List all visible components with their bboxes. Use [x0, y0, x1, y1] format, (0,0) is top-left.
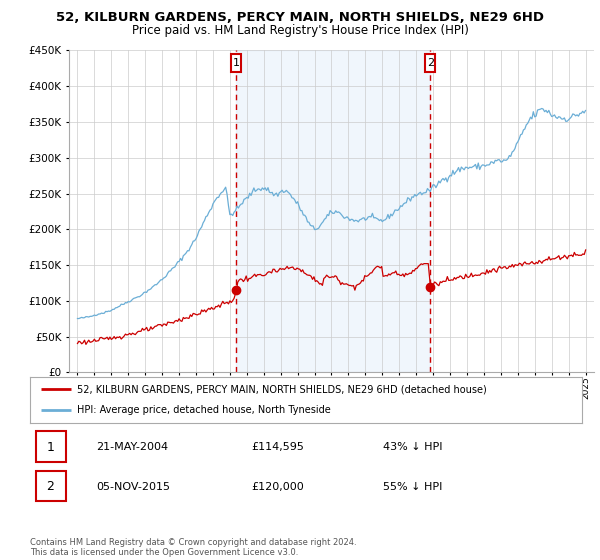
Text: 1: 1 [46, 441, 55, 454]
Text: 43% ↓ HPI: 43% ↓ HPI [383, 442, 443, 452]
Text: 2: 2 [427, 58, 434, 68]
Bar [236, 50, 430, 372]
Text: 55% ↓ HPI: 55% ↓ HPI [383, 482, 443, 492]
Text: HPI: Average price, detached house, North Tyneside: HPI: Average price, detached house, Nort… [77, 405, 331, 416]
Text: Contains HM Land Registry data © Crown copyright and database right 2024.
This d: Contains HM Land Registry data © Crown c… [30, 538, 356, 557]
Text: £120,000: £120,000 [251, 482, 304, 492]
Text: 52, KILBURN GARDENS, PERCY MAIN, NORTH SHIELDS, NE29 6HD: 52, KILBURN GARDENS, PERCY MAIN, NORTH S… [56, 11, 544, 24]
Text: 05-NOV-2015: 05-NOV-2015 [96, 482, 170, 492]
FancyBboxPatch shape [231, 54, 241, 72]
FancyBboxPatch shape [35, 431, 66, 461]
Text: £114,595: £114,595 [251, 442, 304, 452]
Text: 21-MAY-2004: 21-MAY-2004 [96, 442, 169, 452]
FancyBboxPatch shape [425, 54, 436, 72]
Text: Price paid vs. HM Land Registry's House Price Index (HPI): Price paid vs. HM Land Registry's House … [131, 24, 469, 36]
Text: 2: 2 [46, 480, 55, 493]
Text: 1: 1 [233, 58, 240, 68]
Text: 52, KILBURN GARDENS, PERCY MAIN, NORTH SHIELDS, NE29 6HD (detached house): 52, KILBURN GARDENS, PERCY MAIN, NORTH S… [77, 384, 487, 394]
FancyBboxPatch shape [35, 470, 66, 501]
